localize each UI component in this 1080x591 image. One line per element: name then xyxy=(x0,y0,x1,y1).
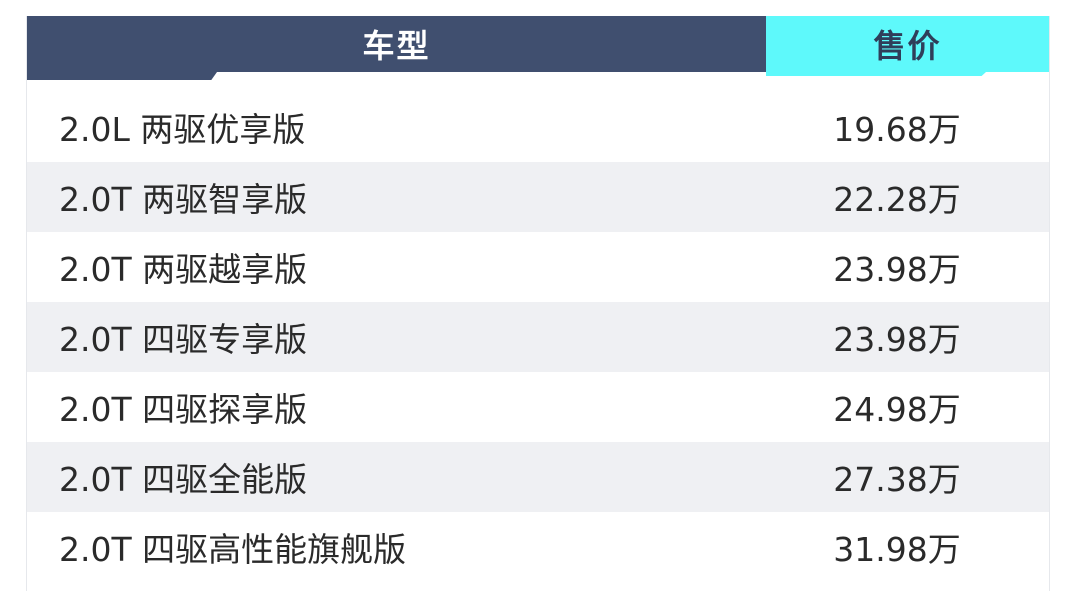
table-row: 2.0L 两驱优享版 19.68万 xyxy=(27,92,1049,162)
price-cell: 31.98万 xyxy=(833,530,961,569)
price-table: 车型 售价 2.0L 两驱优享版 19.68万 2.0T 两驱智享版 22.28万 … xyxy=(26,16,1050,591)
model-cell: 2.0T 四驱高性能旗舰版 xyxy=(59,530,407,569)
model-cell: 2.0T 四驱探享版 xyxy=(59,390,308,429)
price-cell: 27.38万 xyxy=(833,460,961,499)
table-row: 2.0T 四驱高性能旗舰版 31.98万 xyxy=(27,512,1049,582)
price-cell: 23.98万 xyxy=(833,250,961,289)
price-cell: 22.28万 xyxy=(833,180,961,219)
model-cell: 2.0T 四驱专享版 xyxy=(59,320,308,359)
header-decoration xyxy=(27,72,217,80)
table-row: 2.0T 四驱专享版 23.98万 xyxy=(27,302,1049,372)
model-cell: 2.0T 两驱越享版 xyxy=(59,250,308,289)
model-cell: 2.0T 两驱智享版 xyxy=(59,180,308,219)
table-row: 2.0T 两驱越享版 23.98万 xyxy=(27,232,1049,302)
table-row: 2.0T 两驱智享版 22.28万 xyxy=(27,162,1049,232)
table-row: 2.0T 四驱探享版 24.98万 xyxy=(27,372,1049,442)
price-cell: 23.98万 xyxy=(833,320,961,359)
header-price: 售价 xyxy=(766,16,1049,72)
table-body: 2.0L 两驱优享版 19.68万 2.0T 两驱智享版 22.28万 2.0T 两… xyxy=(27,92,1049,582)
price-cell: 19.68万 xyxy=(833,110,961,149)
table-row: 2.0T 四驱全能版 27.38万 xyxy=(27,442,1049,512)
price-cell: 24.98万 xyxy=(833,390,961,429)
header-decoration xyxy=(766,72,986,76)
model-cell: 2.0L 两驱优享版 xyxy=(59,110,306,149)
model-cell: 2.0T 四驱全能版 xyxy=(59,460,308,499)
header-model: 车型 xyxy=(27,16,766,72)
